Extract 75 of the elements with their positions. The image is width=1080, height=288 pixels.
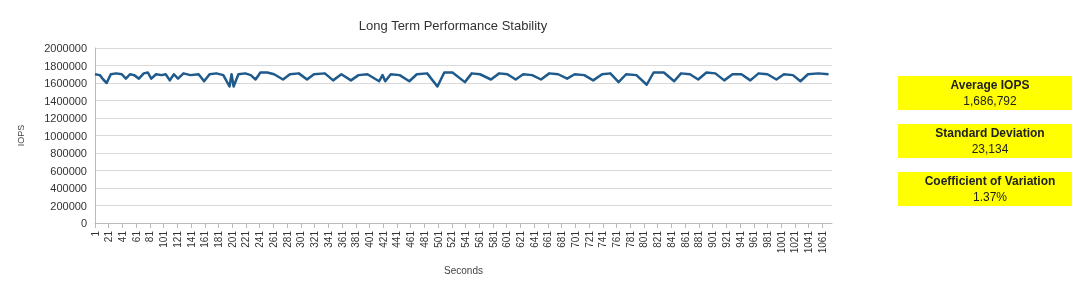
x-tick-label: 461 [405, 230, 417, 248]
x-tick-label: 341 [322, 230, 334, 248]
x-tick-label: 361 [336, 230, 348, 248]
x-tick-label: 261 [267, 230, 279, 248]
x-tick-label: 101 [158, 230, 170, 248]
x-tick-label: 81 [144, 230, 156, 243]
x-tick-label: 181 [213, 230, 225, 248]
x-tick-label: 301 [295, 230, 307, 248]
line-series [93, 71, 830, 88]
x-tick-label: 601 [501, 230, 513, 248]
y-tick-label: 400000 [50, 182, 87, 194]
x-tick-label: 981 [762, 230, 773, 248]
y-tick-label: 1000000 [44, 129, 87, 142]
text: 23,134 [971, 142, 1009, 156]
x-tick-label: 481 [418, 230, 430, 248]
x-tick-label: 1041 [803, 230, 815, 254]
x-tick-label: 121 [171, 230, 183, 248]
x-tick-label: 161 [199, 230, 211, 248]
x-tick-label: 281 [281, 230, 293, 248]
x-tick-label: 1001 [775, 230, 787, 254]
x-tick-label: 321 [309, 230, 321, 248]
x-tick-label: 901 [707, 230, 719, 248]
x-tick-label: 541 [460, 230, 472, 248]
x-tick-label: 61 [130, 230, 142, 243]
x-tick-label: 21 [103, 230, 115, 243]
x-tick-label: 501 [432, 230, 444, 248]
text: 1,686,792 [963, 94, 1018, 108]
y-tick-label: 1600000 [44, 77, 87, 89]
x-tick-label: 841 [665, 230, 677, 248]
x-tick-label: 441 [391, 230, 403, 248]
x-tick-label: 781 [624, 230, 636, 248]
x-tick-label: 741 [597, 230, 609, 248]
x-tick-label: 801 [638, 230, 650, 248]
x-tick-label: 661 [542, 230, 554, 248]
x-tick-label: 681 [556, 230, 568, 248]
text: Standard Deviation [935, 126, 1045, 140]
text: Coefficient of Variation [924, 174, 1056, 188]
x-tick-label: 141 [185, 230, 197, 248]
x-tick-label: 421 [377, 230, 389, 248]
x-tick-label: 41 [116, 230, 128, 243]
y-tick-label: 200000 [50, 199, 87, 212]
y-axis-title: IOPS [15, 124, 26, 147]
x-tick-label: 701 [569, 230, 581, 248]
x-tick-label: 1 [89, 230, 101, 237]
y-tick-label: 600000 [50, 164, 87, 177]
x-axis-title: Seconds [444, 264, 483, 276]
x-tick-label: 621 [514, 230, 526, 248]
y-tick-label: 0 [80, 217, 87, 229]
x-tick-label: 961 [748, 230, 760, 248]
x-tick-label: 521 [446, 230, 458, 248]
x-tick-label: 641 [528, 230, 540, 248]
x-tick-label: 201 [226, 230, 238, 248]
x-tick-label: 721 [583, 230, 595, 248]
x-tick-label: 761 [611, 230, 623, 248]
x-tick-label: 561 [473, 230, 485, 248]
x-tick-label: 381 [350, 230, 362, 248]
text: Average IOPS [950, 78, 1030, 92]
x-tick-label: 1061 [816, 230, 828, 254]
chart-title: Long Term Performance Stability [358, 18, 548, 33]
x-tick-label: 221 [240, 230, 252, 248]
x-tick-label: 581 [487, 230, 499, 248]
y-tick-label: 2000000 [44, 42, 87, 54]
y-tick-label: 1200000 [44, 112, 87, 124]
x-tick-label: 241 [254, 230, 266, 248]
y-tick-label: 800000 [50, 147, 87, 159]
x-tick-label: 401 [363, 230, 375, 248]
x-tick-label: 941 [734, 230, 746, 248]
x-tick-label: 881 [693, 230, 705, 248]
text: 1.37% [972, 190, 1008, 204]
y-tick-label: 1800000 [44, 59, 87, 72]
x-tick-label: 821 [652, 230, 664, 248]
x-tick-label: 861 [679, 230, 691, 248]
y-tick-label: 1400000 [44, 94, 87, 107]
x-tick-label: 1021 [789, 230, 801, 254]
x-tick-label: 921 [720, 230, 732, 248]
